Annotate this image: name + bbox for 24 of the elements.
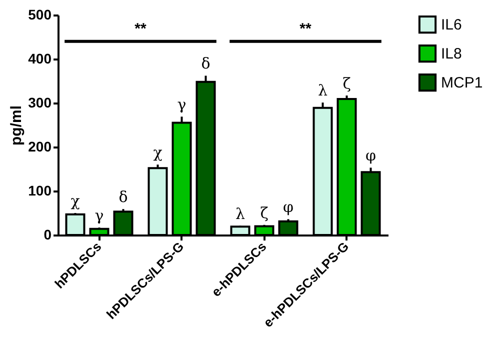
- annotation: δ: [201, 54, 210, 73]
- y-tick-label: 400: [28, 50, 52, 66]
- y-axis-title: pg/ml: [8, 106, 26, 146]
- annotation: **: [300, 20, 312, 38]
- y-tick-label: 300: [28, 94, 52, 110]
- annotation: λ: [235, 204, 246, 223]
- annotation: χ: [70, 192, 80, 210]
- y-tick-label: 0: [44, 226, 52, 242]
- annotation: ζ: [260, 204, 268, 222]
- annotation: ζ: [342, 74, 351, 93]
- annotation: φ: [282, 198, 294, 216]
- y-tick-label: 500: [28, 6, 52, 22]
- annotation: λ: [318, 82, 328, 100]
- legend-label: MCP1: [441, 74, 483, 92]
- annotation: φ: [365, 146, 376, 165]
- legend-label: IL8: [441, 46, 462, 62]
- annotation: γ: [177, 96, 186, 114]
- annotation: δ: [118, 188, 128, 206]
- annotation: γ: [94, 206, 104, 225]
- y-tick-label: 100: [28, 182, 52, 198]
- annotation: **: [134, 20, 146, 38]
- annotation: χ: [153, 144, 162, 162]
- y-tick-label: 200: [28, 138, 52, 154]
- legend-label: IL6: [441, 16, 462, 34]
